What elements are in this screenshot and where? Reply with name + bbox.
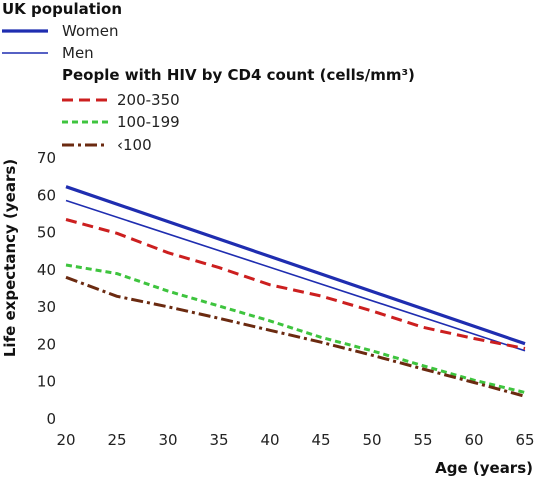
legend-heading-hiv-cd4: People with HIV by CD4 count (cells/mm³) — [62, 66, 415, 84]
series-line-100 — [65, 275, 526, 398]
y-tick-label: 10 — [37, 373, 56, 391]
x-tick-label: 30 — [158, 431, 177, 449]
x-tick-label: 40 — [260, 431, 279, 449]
y-tick-label: 20 — [37, 335, 56, 353]
y-tick-label: 70 — [37, 149, 56, 167]
x-tick-label: 50 — [362, 431, 381, 449]
y-tick-label: 0 — [46, 410, 56, 428]
y-axis-title: Life expectancy (years) — [1, 159, 19, 357]
y-tick-label: 30 — [37, 298, 56, 316]
x-axis-ticks: 20 25 30 35 40 45 50 55 60 65 — [56, 431, 534, 449]
x-axis-title: Age (years) — [435, 459, 533, 477]
legend-label-men: Men — [62, 44, 94, 62]
x-tick-label: 60 — [464, 431, 483, 449]
y-axis-ticks: 0 10 20 30 40 50 60 70 — [37, 149, 56, 428]
y-tick-label: 60 — [37, 186, 56, 204]
legend-heading-uk-population: UK population — [2, 0, 122, 18]
legend-label-women: Women — [62, 22, 118, 40]
x-tick-label: 35 — [209, 431, 228, 449]
y-tick-label: 40 — [37, 261, 56, 279]
legend-label-200-350: 200-350 — [117, 91, 180, 109]
x-tick-label: 45 — [311, 431, 330, 449]
series-lines — [65, 185, 526, 398]
series-line-women — [65, 185, 526, 346]
x-tick-label: 25 — [107, 431, 126, 449]
legend-label-100-199: 100-199 — [117, 113, 180, 131]
legend-label-lt100: ‹100 — [117, 136, 152, 154]
x-tick-label: 65 — [515, 431, 534, 449]
series-line-200-350 — [65, 218, 526, 350]
series-line-men — [65, 199, 526, 352]
y-tick-label: 50 — [37, 224, 56, 242]
x-tick-label: 55 — [413, 431, 432, 449]
x-tick-label: 20 — [56, 431, 75, 449]
